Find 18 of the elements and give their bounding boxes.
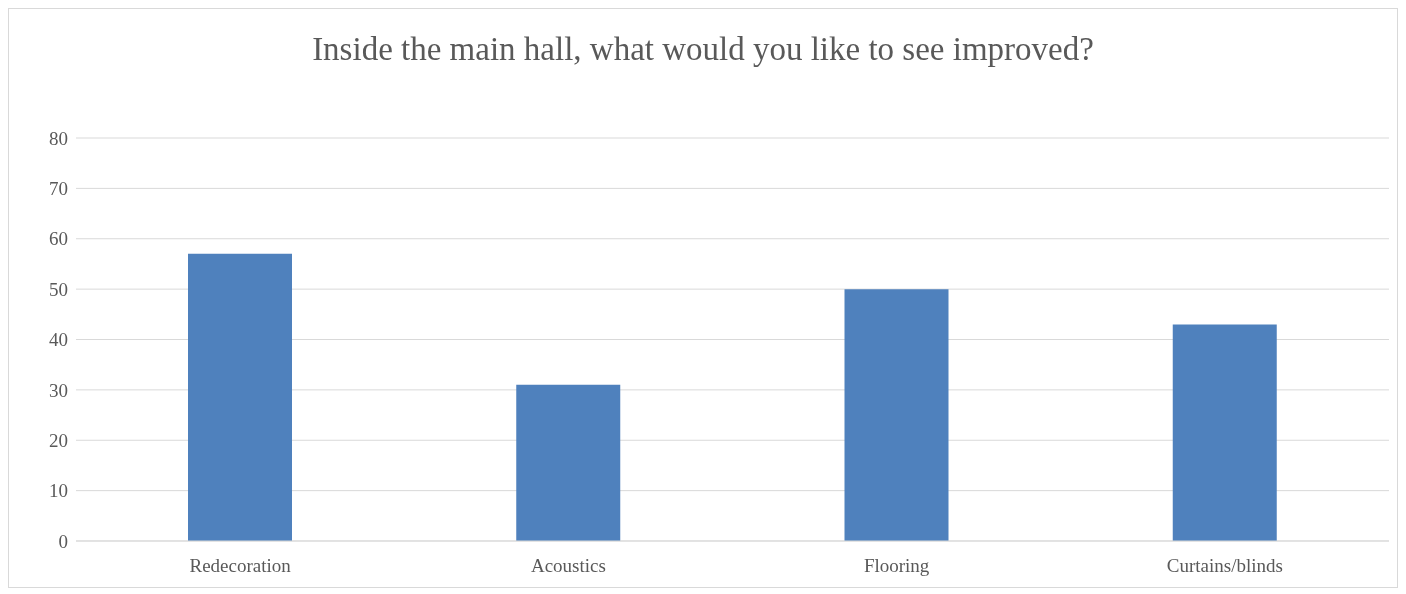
y-tick-label: 80 bbox=[49, 127, 68, 149]
x-tick-label: Flooring bbox=[863, 555, 930, 577]
y-tick-label: 50 bbox=[49, 278, 68, 300]
x-tick-label: Redecoration bbox=[189, 555, 292, 577]
x-tick-label: Curtains/blinds bbox=[1166, 555, 1283, 577]
y-tick-label: 10 bbox=[49, 480, 68, 502]
bar bbox=[1172, 324, 1277, 541]
y-tick-label: 0 bbox=[58, 530, 68, 552]
x-tick-label: Acoustics bbox=[530, 555, 606, 577]
bar bbox=[188, 253, 292, 541]
y-tick-label: 20 bbox=[49, 429, 68, 451]
y-tick-label: 30 bbox=[49, 379, 68, 401]
y-tick-label: 60 bbox=[49, 228, 68, 250]
bar bbox=[516, 384, 621, 541]
bar bbox=[844, 289, 949, 541]
y-tick-label: 70 bbox=[49, 178, 68, 200]
y-tick-label: 40 bbox=[49, 329, 68, 351]
chart-title: Inside the main hall, what would you like to see improved? bbox=[311, 31, 1095, 68]
